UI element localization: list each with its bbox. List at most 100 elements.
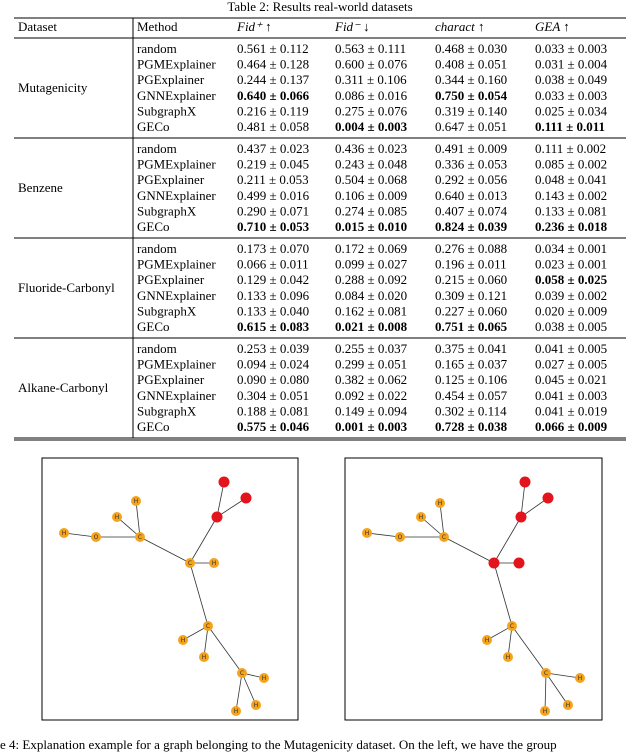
node-label: H [365, 530, 370, 537]
result-cell: 0.824 ± 0.039 [435, 219, 508, 234]
result-cell: 0.021 ± 0.008 [335, 319, 408, 334]
result-cell: 0.407 ± 0.074 [435, 203, 508, 218]
column-header: charact ↑ [435, 19, 484, 34]
result-cell: 0.710 ± 0.053 [237, 219, 310, 234]
result-cell: 0.336 ± 0.053 [435, 157, 507, 172]
result-cell: 0.039 ± 0.002 [535, 288, 607, 303]
result-cell: 0.048 ± 0.041 [535, 172, 607, 187]
result-cell: 0.274 ± 0.085 [335, 203, 407, 218]
graph-node [91, 532, 101, 542]
graph-edge [511, 625, 547, 674]
graph-node [112, 512, 122, 522]
result-cell: 0.125 ± 0.106 [435, 372, 508, 387]
graph-edge [203, 625, 209, 658]
node-label: C [544, 670, 548, 677]
result-cell: 0.084 ± 0.020 [335, 288, 407, 303]
method-name: PGMExplainer [137, 357, 216, 372]
result-cell: 0.344 ± 0.160 [435, 72, 507, 87]
dataset-name: Mutagenicity [18, 80, 88, 95]
result-cell: 0.290 ± 0.071 [237, 203, 309, 218]
result-cell: 0.045 ± 0.021 [535, 372, 607, 387]
node-label: H [115, 514, 120, 521]
result-cell: 0.020 ± 0.009 [535, 303, 607, 318]
graph-edge [207, 625, 243, 674]
method-name: random [137, 141, 177, 156]
graph-node [395, 532, 405, 542]
graph-node [488, 557, 500, 569]
graph-edge [520, 497, 549, 518]
result-cell: 0.751 ± 0.065 [435, 319, 508, 334]
method-name: PGMExplainer [137, 257, 216, 272]
node-label: H [506, 654, 511, 661]
result-cell: 0.302 ± 0.114 [435, 403, 507, 418]
result-cell: 0.640 ± 0.013 [435, 188, 507, 203]
result-cell: 0.001 ± 0.003 [335, 419, 408, 434]
figure-frame [344, 457, 603, 721]
graph-node [240, 492, 252, 504]
result-cell: 0.311 ± 0.106 [335, 72, 407, 87]
node-label: H [438, 500, 443, 507]
method-name: SubgraphX [137, 303, 197, 318]
result-cell: 0.563 ± 0.111 [335, 41, 406, 56]
graph-node [362, 528, 372, 538]
graph-edge [545, 672, 569, 706]
graph-node [203, 621, 213, 631]
node-label: H [578, 675, 583, 682]
graph-node [416, 512, 426, 522]
result-cell: 0.382 ± 0.062 [335, 372, 407, 387]
node-label: H [212, 560, 217, 567]
result-cell: 0.216 ± 0.119 [237, 103, 309, 118]
node-label: C [240, 670, 244, 677]
result-cell: 0.111 ± 0.002 [535, 141, 606, 156]
result-cell: 0.575 ± 0.046 [237, 419, 310, 434]
graph-edge [443, 536, 495, 564]
graph-edge [520, 481, 526, 518]
result-cell: 0.023 ± 0.001 [535, 257, 607, 272]
column-header: Fid⁺ ↑ [236, 19, 272, 34]
result-cell: 0.309 ± 0.121 [435, 288, 507, 303]
graph-edge [545, 672, 581, 679]
graph-node [513, 557, 525, 569]
result-cell: 0.086 ± 0.016 [335, 88, 408, 103]
result-cell: 0.253 ± 0.039 [237, 341, 309, 356]
figure-frame [41, 457, 299, 721]
node-label: H [419, 514, 424, 521]
graph-node [131, 496, 141, 506]
method-name: random [137, 41, 177, 56]
graph-edge [493, 562, 513, 627]
result-cell: 0.066 ± 0.011 [237, 257, 309, 272]
result-cell: 0.033 ± 0.003 [535, 88, 607, 103]
result-cell: 0.375 ± 0.041 [435, 341, 507, 356]
graph-edge [139, 536, 191, 564]
result-cell: 0.085 ± 0.002 [535, 157, 607, 172]
node-label: H [202, 654, 207, 661]
node-label: C [442, 534, 446, 541]
result-cell: 0.244 ± 0.137 [237, 72, 310, 87]
result-cell: 0.196 ± 0.011 [435, 257, 507, 272]
result-cell: 0.227 ± 0.060 [435, 303, 507, 318]
result-cell: 0.454 ± 0.057 [435, 388, 508, 403]
result-cell: 0.034 ± 0.001 [535, 241, 607, 256]
method-name: GNNExplainer [137, 88, 216, 103]
graph-edge [189, 516, 218, 564]
method-name: GECo [137, 419, 170, 434]
node-label: H [485, 637, 490, 644]
result-cell: 0.172 ± 0.069 [335, 241, 407, 256]
result-cell: 0.111 ± 0.011 [535, 119, 605, 134]
method-name: SubgraphX [137, 203, 197, 218]
graph-edge [235, 672, 243, 712]
graph-node [231, 706, 241, 716]
result-cell: 0.015 ± 0.010 [335, 219, 407, 234]
result-cell: 0.129 ± 0.042 [237, 272, 309, 287]
method-name: PGMExplainer [137, 157, 216, 172]
graph-node [259, 673, 269, 683]
result-cell: 0.094 ± 0.024 [237, 357, 310, 372]
graph-node [135, 532, 145, 542]
column-header: Dataset [18, 19, 57, 34]
result-cell: 0.133 ± 0.081 [535, 203, 607, 218]
method-name: GECo [137, 319, 170, 334]
result-cell: 0.038 ± 0.049 [535, 72, 607, 87]
graph-node [507, 621, 517, 631]
